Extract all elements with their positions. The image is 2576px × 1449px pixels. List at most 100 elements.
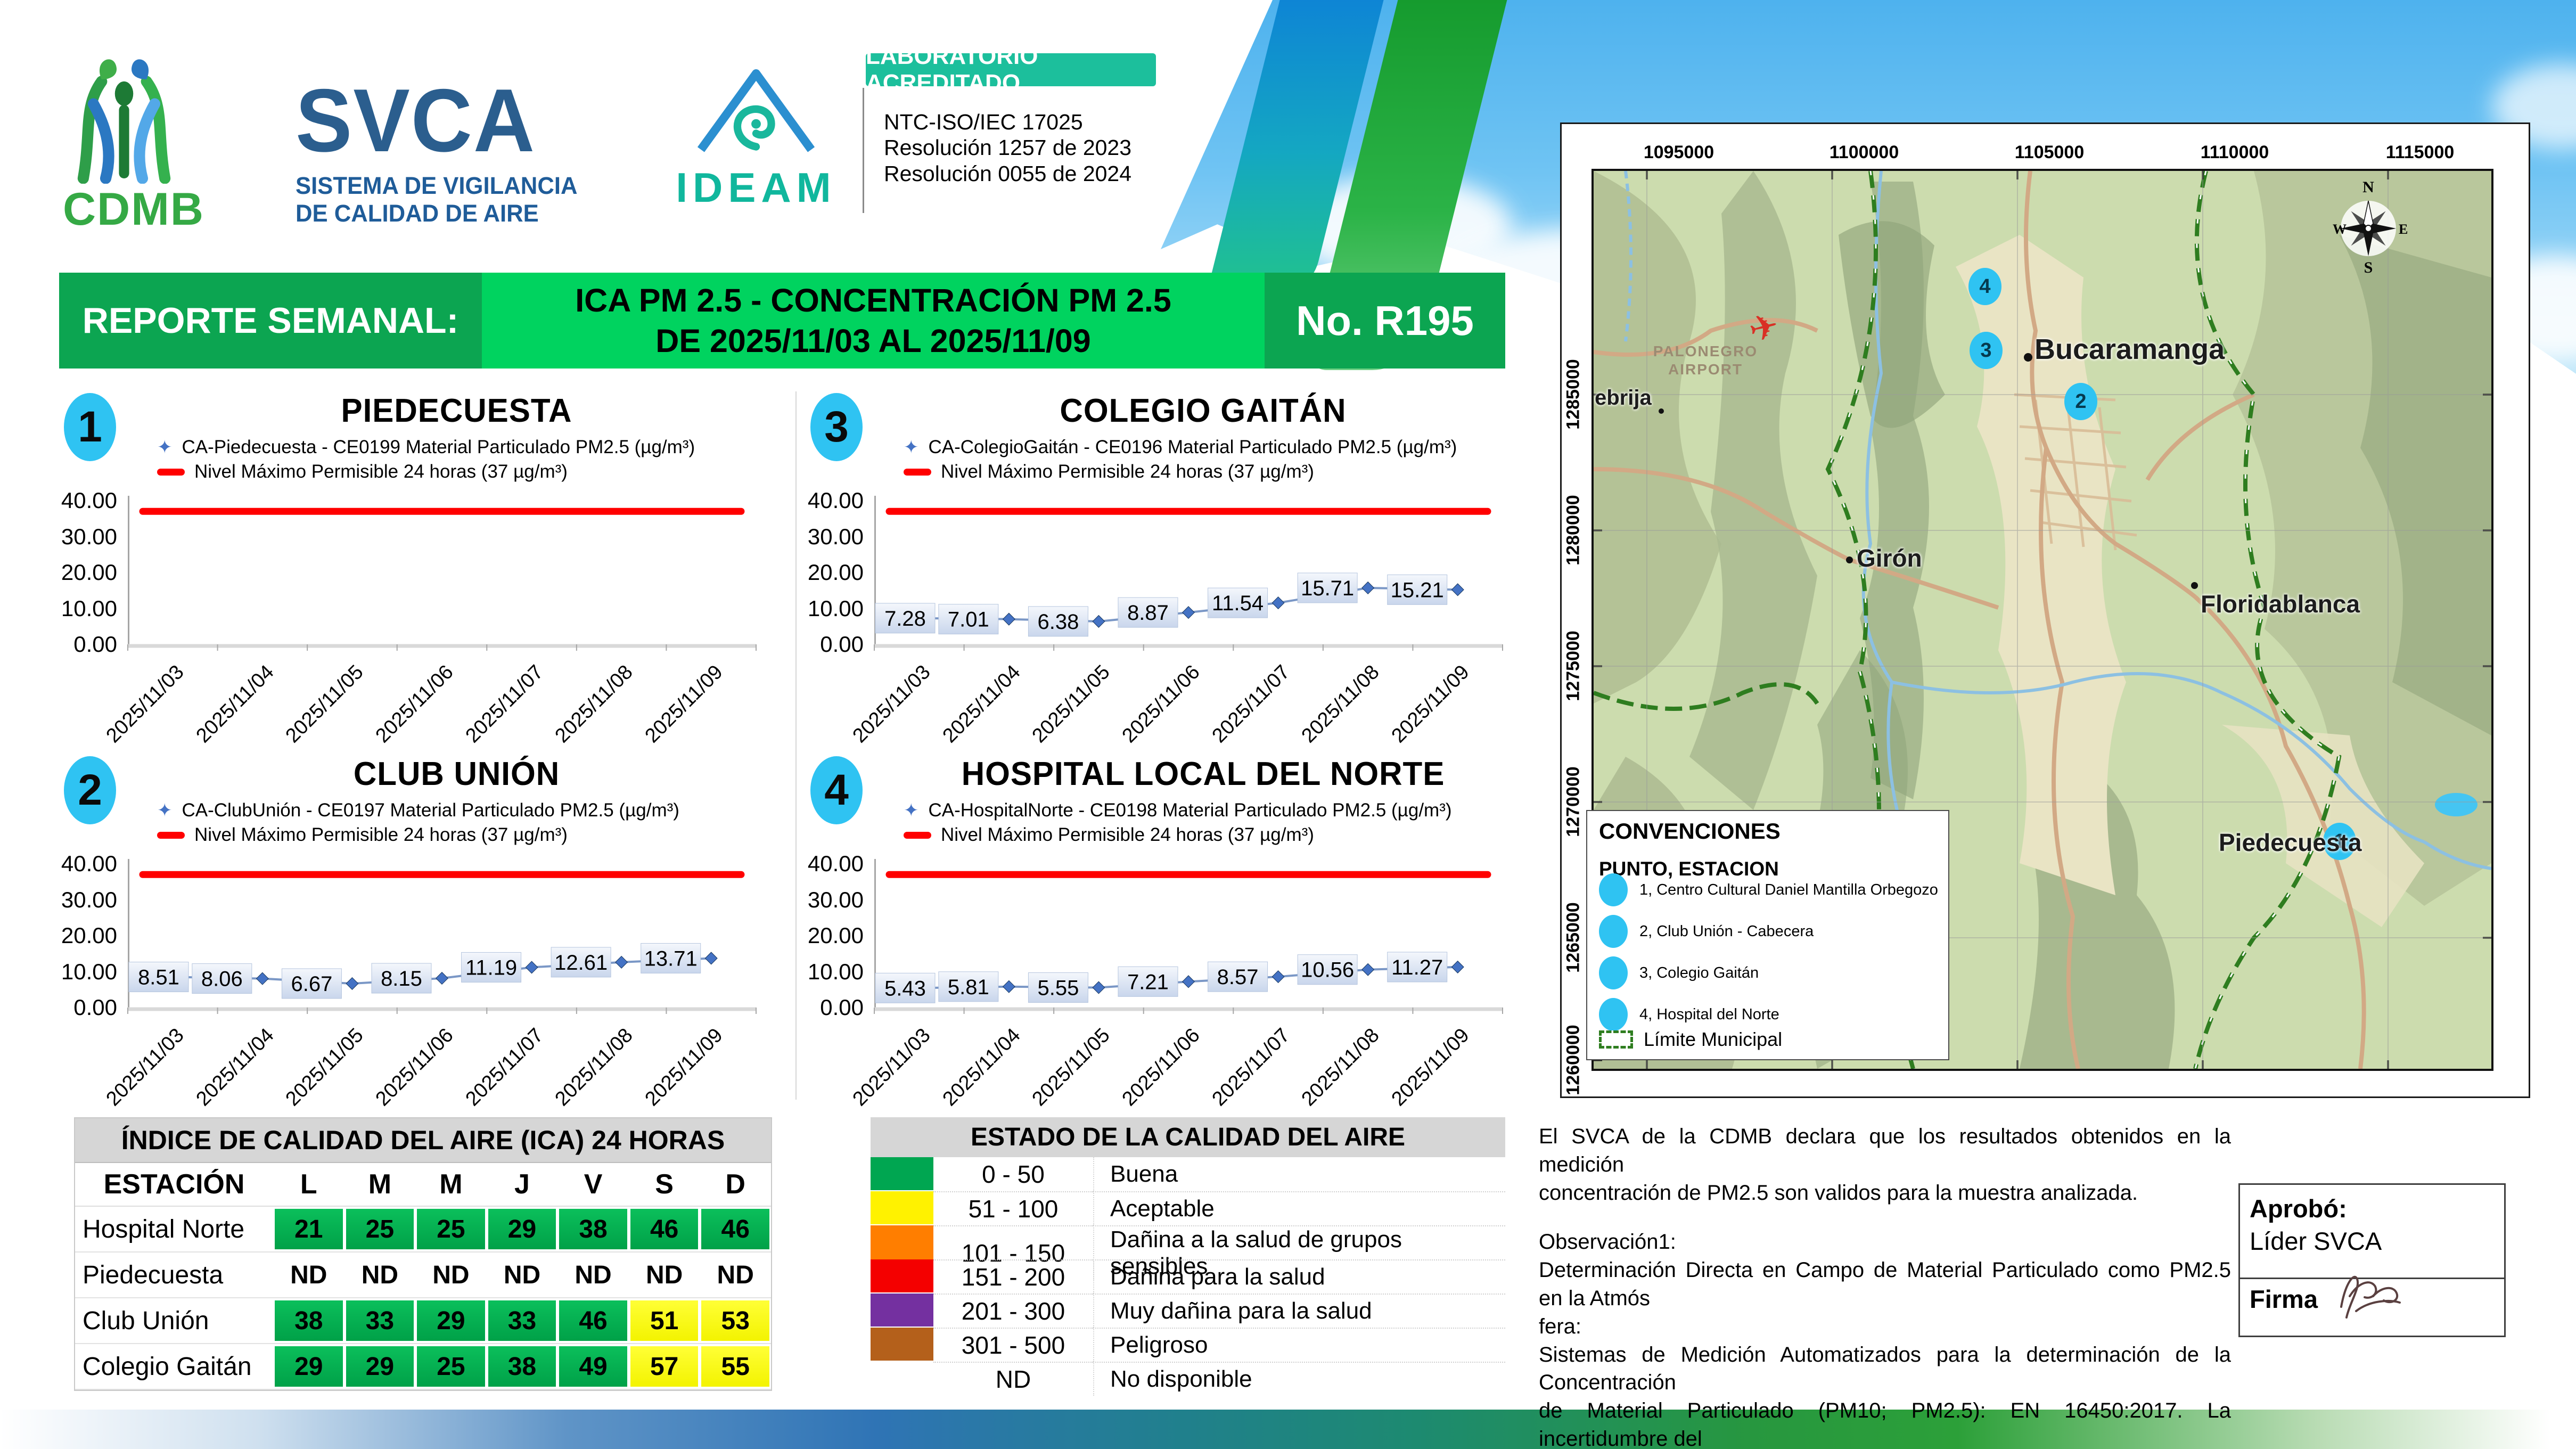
ica-value-cell: 38 <box>273 1298 344 1344</box>
chart-legend: ✦ CA-Piedecuesta - CE0199 Material Partic… <box>157 435 791 484</box>
ica-value: ND <box>575 1260 612 1289</box>
ica-value-cell: 46 <box>557 1298 629 1344</box>
series-diamond-icon: ✦ <box>904 437 919 457</box>
svg-text:7.21: 7.21 <box>1127 970 1169 994</box>
svg-text:E: E <box>2399 222 2408 237</box>
ica-value: ND <box>503 1260 541 1289</box>
city-dot <box>2024 353 2032 362</box>
accreditation-line: NTC-ISO/IEC 17025 <box>884 110 1083 134</box>
declaration-paragraph: Observación1: Determinación Directa en Ca… <box>1539 1228 2231 1449</box>
cdmb-wordmark: CDMB <box>63 184 204 235</box>
map-panel: 1095000 1100000 1105000 1110000 1115000 1285… <box>1560 122 2530 1098</box>
ica-value-cell: 55 <box>700 1344 771 1390</box>
estado-range: 201 - 300 <box>933 1294 1093 1328</box>
ica-table: ÍNDICE DE CALIDAD DEL AIRE (ICA) 24 HORA… <box>74 1117 772 1391</box>
ica-value-cell: 46 <box>628 1207 700 1252</box>
report-banner: REPORTE SEMANAL: ICA PM 2.5 - CONCENTRAC… <box>59 273 1505 369</box>
ica-column-header: V <box>557 1163 629 1207</box>
compass-rose: N W E S <box>2323 178 2414 277</box>
ica-value: 38 <box>488 1346 556 1387</box>
map-label-piedecuesta: Piedecuesta <box>2219 829 2362 856</box>
map-legend-title: CONVENCIONES <box>1599 818 1781 844</box>
ica-value: 29 <box>275 1346 343 1387</box>
svg-text:6.67: 6.67 <box>291 972 332 996</box>
declaration-line: Sistemas de Medición Automatizados para … <box>1539 1342 2237 1395</box>
ica-value: 25 <box>346 1209 414 1249</box>
ica-column-header: M <box>344 1163 416 1207</box>
chart-card-colegio-gaitan: 3 COLEGIO GAITÁN ✦ CA-ColegioGaitán - CE0… <box>805 392 1537 750</box>
municipal-boundary-label: Límite Municipal <box>1644 1028 1783 1050</box>
svg-text:15.21: 15.21 <box>1391 578 1444 602</box>
estado-label: Peligroso <box>1093 1328 1505 1362</box>
svca-subtitle-line1: SISTEMA DE VIGILANCIA <box>296 172 578 199</box>
ica-value-cell: 29 <box>415 1298 487 1344</box>
map-label-giron: Girón <box>1857 544 1922 572</box>
ica-value-cell: ND <box>486 1252 558 1298</box>
chart-title: HOSPITAL LOCAL DEL NORTE <box>961 756 1445 792</box>
ica-value-cell: 33 <box>486 1298 558 1344</box>
x-tick-label: 2025/11/09 <box>1387 661 1474 748</box>
svg-text:7.28: 7.28 <box>884 607 926 631</box>
chart-plot: 5.43 5.81 5.55 7.21 8.57 10.56 11.27 <box>874 859 1503 1014</box>
chart-legend: ✦ CA-ColegioGaitán - CE0196 Material Part… <box>904 435 1537 484</box>
y-tick-label: 10.00 <box>61 959 117 984</box>
approval-role: Líder SVCA <box>2250 1227 2382 1256</box>
chart-limit-legend-label: Nivel Máximo Permisible 24 horas (37 µg/… <box>941 461 1314 482</box>
y-tick-label: 0.00 <box>820 995 864 1020</box>
chart-card-piedecuesta: 1 PIEDECUESTA ✦ CA-Piedecuesta - CE0199 M… <box>59 392 791 750</box>
estado-row: 51 - 100 Aceptable <box>871 1191 1505 1225</box>
chart-card-club-union: 2 CLUB UNIÓN ✦ CA-ClubUnión - CE0197 Mate… <box>59 755 791 1113</box>
municipal-boundary-icon <box>1599 1030 1633 1049</box>
x-tick-label: 2025/11/09 <box>1387 1024 1474 1111</box>
y-axis-labels: 40.00 30.00 20.00 10.00 0.00 <box>59 489 120 656</box>
estado-range: 101 - 150 <box>933 1225 1093 1280</box>
declaration-line: concentración de PM2.5 son validos para … <box>1539 1181 2138 1205</box>
ica-value: 46 <box>559 1300 627 1341</box>
x-tick-label: 2025/11/07 <box>461 661 548 748</box>
ica-value: 25 <box>417 1346 485 1387</box>
estado-label: Aceptable <box>1093 1191 1505 1225</box>
estado-row: 151 - 200 Dañina para la salud <box>871 1259 1505 1294</box>
estado-row: 201 - 300 Muy dañina para la salud <box>871 1294 1505 1328</box>
svg-text:5.43: 5.43 <box>884 977 926 1000</box>
ica-station-name: Colegio Gaitán <box>75 1344 273 1390</box>
y-axis-labels: 40.00 30.00 20.00 10.00 0.00 <box>805 852 867 1020</box>
ica-value: 57 <box>630 1346 699 1387</box>
station-point-icon <box>1599 956 1628 989</box>
map-x-coordinate: 1115000 <box>2385 142 2455 162</box>
x-tick-label: 2025/11/07 <box>1208 661 1294 748</box>
series-diamond-icon: ✦ <box>157 437 173 457</box>
ica-value: 33 <box>346 1300 414 1341</box>
map-legend-item-label: 1, Centro Cultural Daniel Mantilla Orbeg… <box>1639 881 1938 898</box>
ica-value: 29 <box>488 1209 556 1249</box>
x-tick-label: 2025/11/06 <box>371 661 458 748</box>
ica-value-cell: 29 <box>344 1344 416 1390</box>
ica-value: 25 <box>417 1209 485 1249</box>
ica-value: 46 <box>630 1209 699 1249</box>
declaration-line: Observación1: <box>1539 1230 1676 1254</box>
svg-text:8.15: 8.15 <box>381 967 422 990</box>
ica-value-cell: 53 <box>700 1298 771 1344</box>
ica-column-header: L <box>273 1163 344 1207</box>
map-legend-item: 1, Centro Cultural Daniel Mantilla Orbeg… <box>1599 871 1938 909</box>
compass-n: N <box>2362 178 2374 196</box>
ica-value-cell: 46 <box>700 1207 771 1252</box>
plot-area: 5.43 5.81 5.55 7.21 8.57 10.56 11.27 <box>874 856 1503 1026</box>
airport-label: PALONEGRO AIRPORT <box>1653 343 1758 378</box>
city-dot <box>1659 408 1664 414</box>
ica-column-header: S <box>628 1163 700 1207</box>
station-number-badge: 2 <box>64 756 116 824</box>
ica-value-cell: ND <box>273 1252 344 1298</box>
declaration-line: de Material Particulado (PM10; PM2.5): E… <box>1539 1399 2231 1449</box>
svg-text:15.71: 15.71 <box>1301 577 1354 600</box>
chart-plot: 7.28 7.01 6.38 8.87 11.54 15.71 15.21 <box>874 496 1503 651</box>
chart-limit-legend-label: Nivel Máximo Permisible 24 horas (37 µg/… <box>941 824 1314 845</box>
chart-limit-legend-label: Nivel Máximo Permisible 24 horas (37 µg/… <box>194 824 568 845</box>
ica-table-title: ÍNDICE DE CALIDAD DEL AIRE (ICA) 24 HORA… <box>75 1118 771 1163</box>
estado-row: 301 - 500 Peligroso <box>871 1328 1505 1362</box>
estado-color-swatch <box>871 1294 933 1328</box>
ideam-logo: IDEAM <box>668 59 844 212</box>
signature-label: Firma <box>2250 1285 2318 1313</box>
map-legend-item: 3, Colegio Gaitán <box>1599 954 1759 992</box>
y-tick-label: 20.00 <box>61 560 117 585</box>
